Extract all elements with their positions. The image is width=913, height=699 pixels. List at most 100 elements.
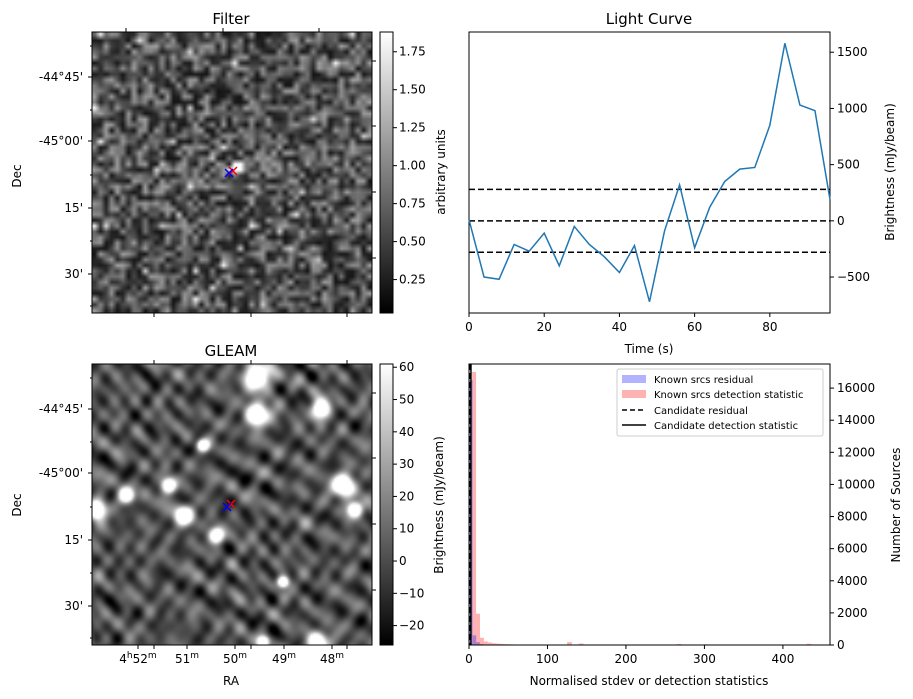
filter-markers: [224, 166, 238, 178]
colorbar-tick-label: 60: [399, 360, 414, 374]
y-tick-label: −500: [837, 270, 870, 284]
lightcurve-series-line: [468, 43, 831, 302]
y-tick-label: 1500: [837, 45, 868, 59]
dec-tick-label: -44°45': [39, 70, 83, 84]
histogram-bar-tail: [806, 643, 812, 645]
lightcurve-title: Light Curve: [606, 10, 692, 28]
gleam-markers: [222, 499, 236, 512]
gleam-colorbar: [380, 364, 393, 645]
colorbar-tick-label: 0: [399, 554, 407, 568]
ra-tick-label: 51m: [175, 651, 199, 666]
histogram-legend: Known srcs residual Known srcs detection…: [616, 368, 824, 437]
x-tick-label: 100: [536, 652, 559, 666]
y-tick-label: 16000: [837, 381, 875, 395]
histogram-bar-residual: [472, 635, 477, 645]
filter-panel: Filter -44°45' -45°00' 15' 30' Dec 0.25 0.50…: [10, 10, 448, 317]
filter-colorbar: [380, 32, 393, 313]
colorbar-tick-label: 10: [399, 522, 414, 536]
lightcurve-plot: [468, 43, 831, 302]
x-tick-label: 40: [612, 320, 627, 334]
dec-tick-label: 30': [64, 267, 83, 281]
x-tick-label: 200: [615, 652, 638, 666]
gleam-colorbar-frame: [379, 363, 394, 646]
legend-label-candidate-detection: Candidate detection statistic: [654, 421, 798, 432]
histogram-bar-residual: [476, 642, 480, 645]
histogram-bar-detection: [499, 643, 504, 645]
histogram-bar-tail: [567, 642, 572, 645]
ra-tick-label: 49m: [272, 651, 296, 666]
colorbar-tick-label: 1.25: [399, 121, 426, 135]
histogram-ylabel: Number of Sources: [889, 448, 903, 563]
filter-title: Filter: [212, 10, 250, 28]
filter-colorbar-frame: [379, 31, 394, 314]
histogram-xlabel: Normalised stdev or detection statistics: [530, 674, 769, 688]
filter-colorbar-ticks: 0.25 0.50 0.75 1.00 1.25 1.50 1.75: [393, 45, 426, 287]
dec-tick-label: -44°45': [39, 402, 83, 416]
x-tick-label: 20: [537, 320, 552, 334]
x-tick-label: 300: [693, 652, 716, 666]
legend-box: [616, 368, 824, 437]
histogram-axes: 0 100 200 300 400020004000600080001000012000…: [465, 381, 875, 666]
filter-frame: [91, 31, 373, 314]
legend-label-residual: Known srcs residual: [654, 375, 753, 386]
colorbar-tick-label: 1.50: [399, 83, 426, 97]
dec-tick-label: 15': [64, 533, 83, 547]
gleam-ylabel: Dec: [10, 493, 24, 516]
legend-swatch-detection: [622, 390, 646, 398]
colorbar-tick-label: 1.75: [399, 45, 426, 59]
colorbar-tick-label: 40: [399, 425, 414, 439]
ra-tick-label: 4h52m: [119, 651, 156, 666]
colorbar-tick-label: 0.25: [399, 273, 426, 287]
y-tick-label: 8000: [837, 510, 868, 524]
dec-tick-label: -45°00': [39, 466, 83, 480]
y-tick-label: 2000: [837, 606, 868, 620]
colorbar-tick-label: 50: [399, 393, 414, 407]
x-tick-label: 0: [465, 652, 473, 666]
filter-colorbar-label: arbitrary units: [434, 129, 448, 215]
histogram-bar-tail: [578, 643, 584, 645]
y-tick-label: 4000: [837, 574, 868, 588]
y-tick-label: 0: [837, 638, 845, 652]
legend-label-detection: Known srcs detection statistic: [654, 390, 803, 401]
lightcurve-xlabel: Time (s): [624, 342, 674, 356]
y-tick-label: 12000: [837, 445, 875, 459]
lightcurve-ylabel: Brightness (mJy/beam): [883, 103, 897, 241]
filter-axes: -44°45' -45°00' 15' 30': [39, 28, 376, 317]
ra-tick-label: 48m: [320, 651, 344, 666]
x-tick-label: 400: [771, 652, 794, 666]
histogram-bar-detection: [483, 641, 488, 645]
colorbar-tick-label: 0.50: [399, 235, 426, 249]
colorbar-tick-label: 30: [399, 457, 414, 471]
dec-tick-label: 15': [64, 201, 83, 215]
lightcurve-frame: [468, 31, 831, 314]
filter-ylabel: Dec: [10, 164, 24, 187]
ra-tick-label: 50m: [223, 651, 247, 666]
dec-tick-label: 30': [64, 599, 83, 613]
y-tick-label: 0: [837, 214, 845, 228]
histogram-bar-detection: [476, 613, 480, 645]
histogram-bar-detection: [495, 643, 500, 645]
colorbar-tick-label: 20: [399, 489, 414, 503]
colorbar-tick-label: −20: [399, 619, 424, 633]
colorbar-tick-label: 1.00: [399, 159, 426, 173]
gleam-colorbar-label: Brightness (mJy/beam): [432, 436, 446, 574]
colorbar-tick-label: 0.75: [399, 197, 426, 211]
x-tick-label: 0: [465, 320, 473, 334]
gleam-title: GLEAM: [205, 342, 258, 360]
x-tick-label: 80: [762, 320, 777, 334]
histogram-bar-detection: [491, 643, 496, 645]
y-tick-label: 14000: [837, 413, 875, 427]
y-tick-label: 10000: [837, 477, 875, 491]
y-tick-label: 6000: [837, 542, 868, 556]
y-tick-label: 500: [837, 158, 860, 172]
gleam-xlabel: RA: [223, 674, 240, 688]
y-tick-label: 1000: [837, 101, 868, 115]
gleam-frame: [91, 363, 373, 646]
lightcurve-panel: Light Curve 0 20 40 60 80 −500 0 500 1000 1500 Ti…: [465, 10, 897, 356]
legend-swatch-residual: [622, 375, 646, 383]
marker-x: [224, 168, 234, 178]
x-tick-label: 60: [687, 320, 702, 334]
histogram-bar-detection: [479, 637, 484, 645]
colorbar-tick-label: −10: [399, 586, 424, 600]
